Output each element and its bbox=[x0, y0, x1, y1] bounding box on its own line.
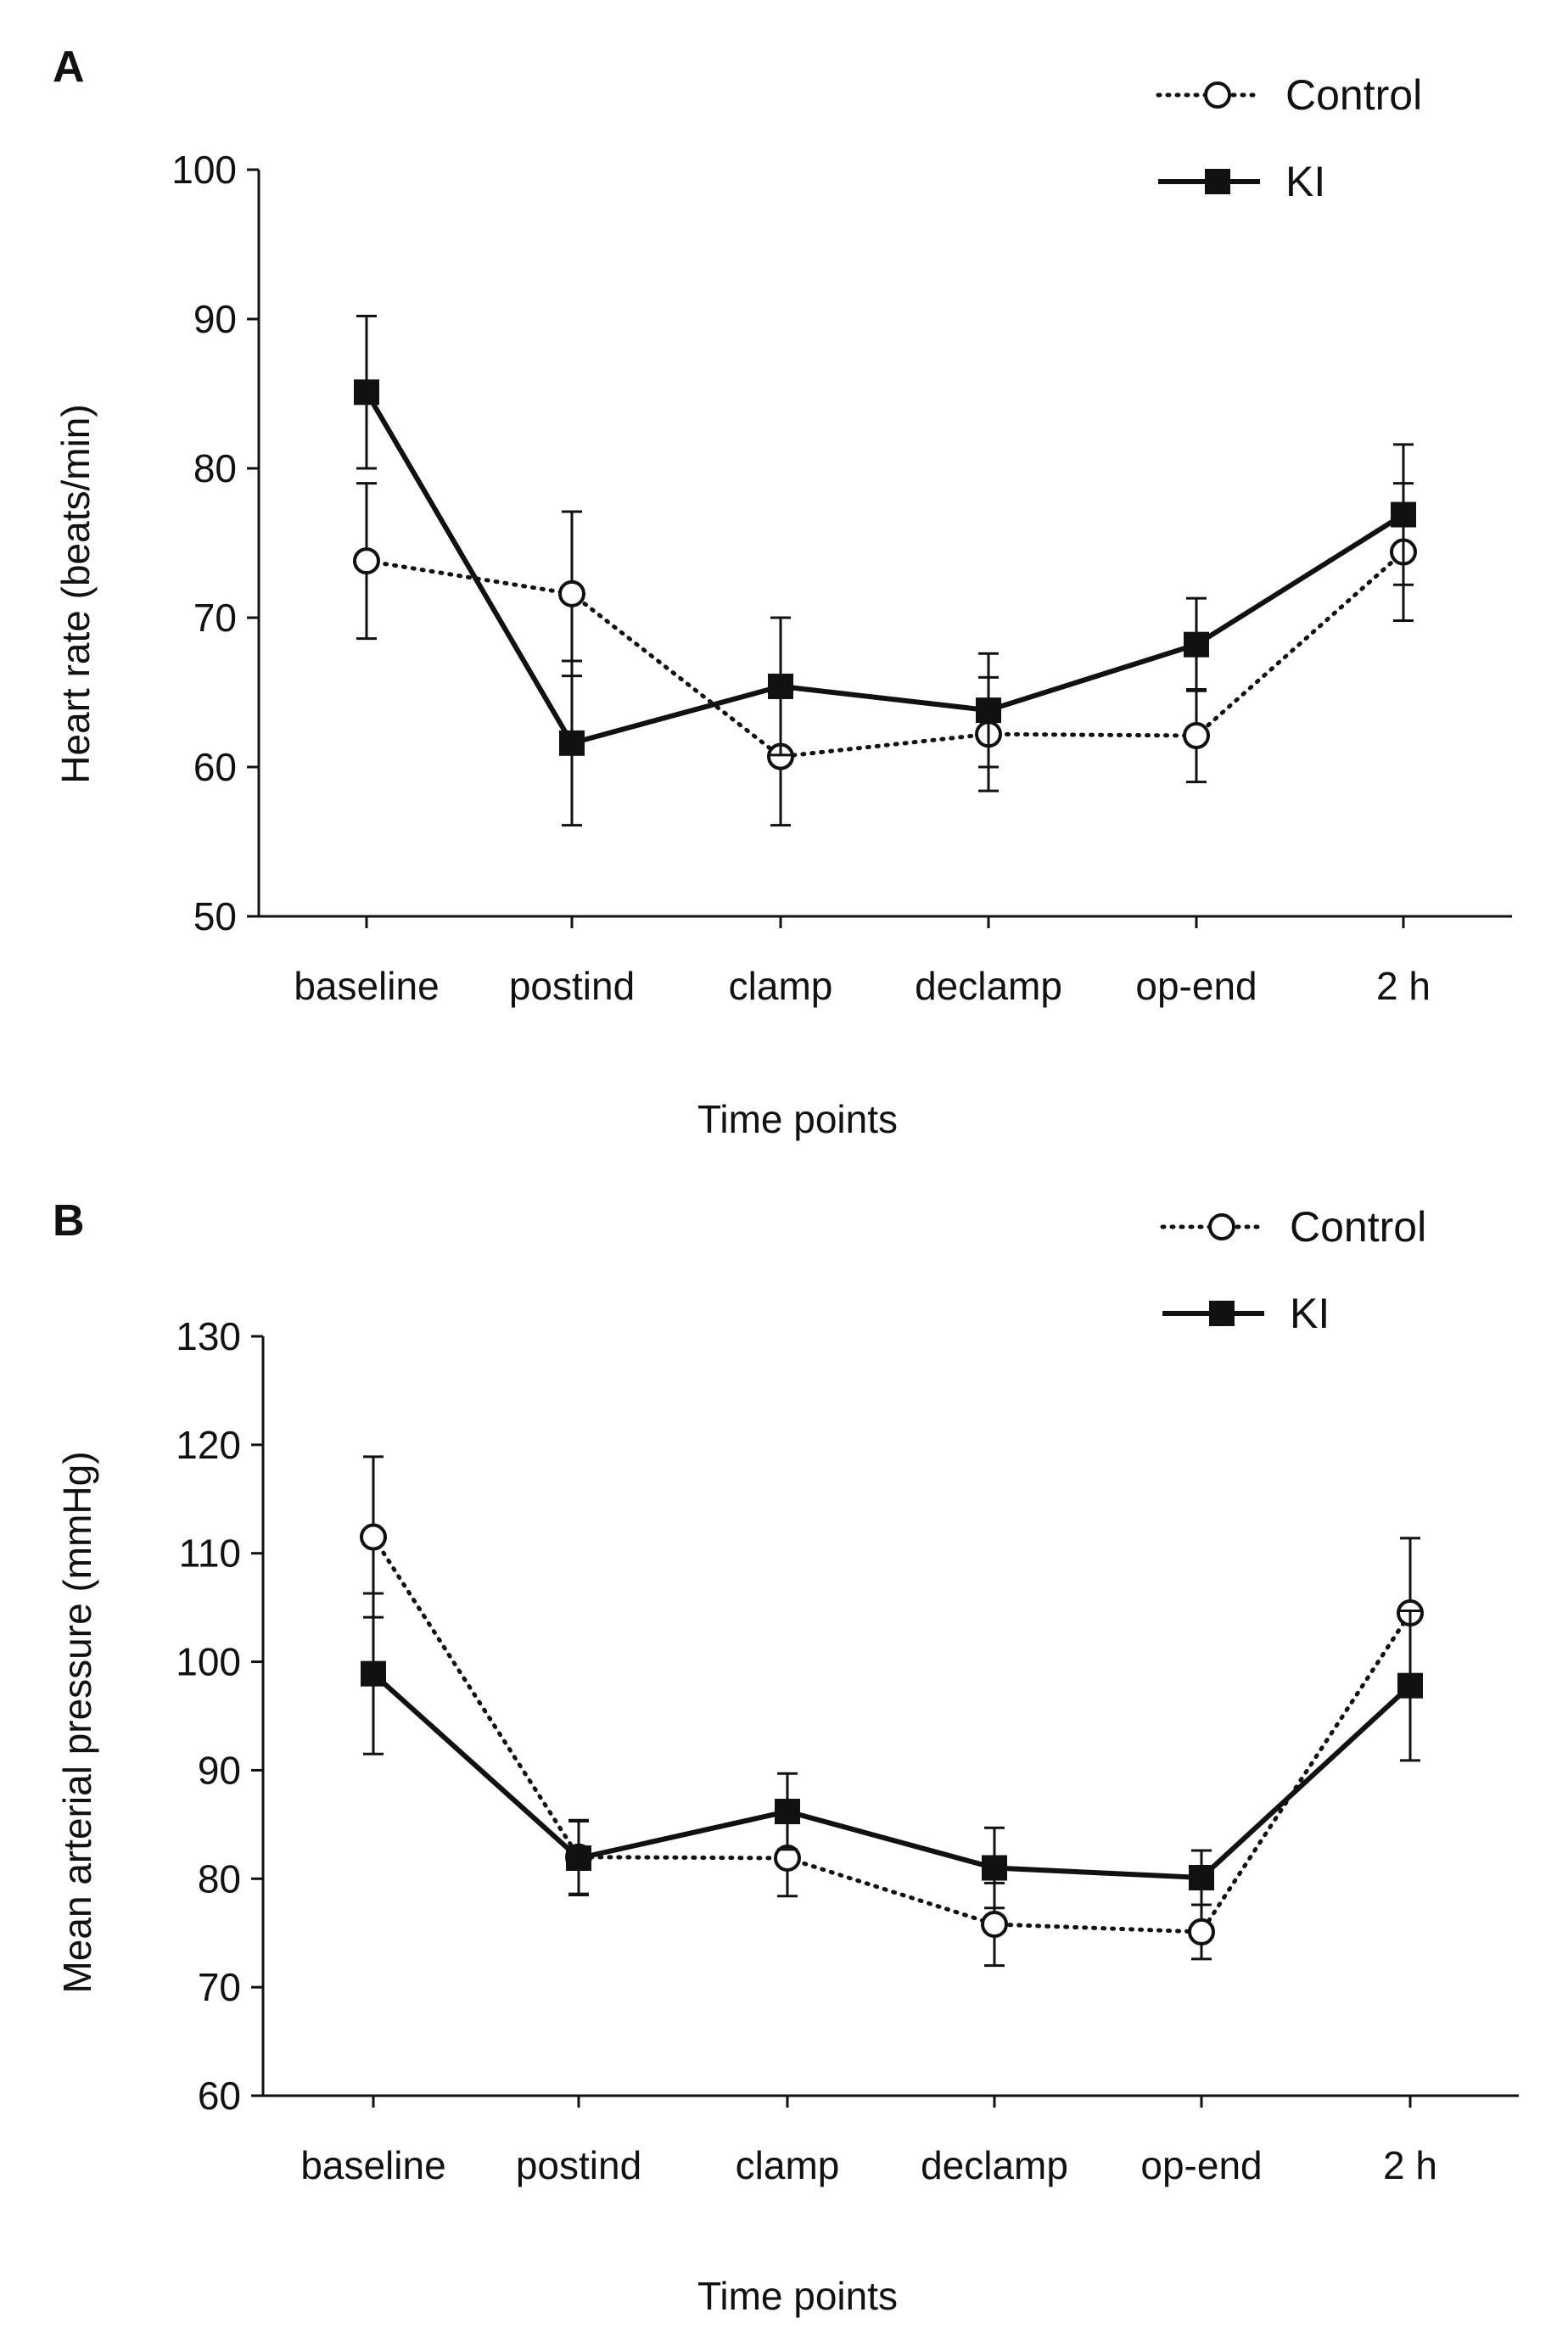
legend-marker-control bbox=[1208, 1213, 1235, 1240]
x-tick-label: 2 h bbox=[1376, 964, 1431, 1008]
x-tick-label: postind bbox=[516, 2143, 641, 2187]
series-line-ki bbox=[364, 390, 1405, 747]
x-tick-label: clamp bbox=[729, 964, 833, 1008]
data-point-ki bbox=[1184, 631, 1209, 658]
y-tick-label: 80 bbox=[198, 1856, 241, 1901]
series-line-ki bbox=[371, 1671, 1413, 1881]
x-tick-label: postind bbox=[509, 964, 635, 1008]
y-tick-label: 50 bbox=[193, 894, 237, 938]
y-tick-label: 70 bbox=[198, 1965, 241, 2009]
x-tick-label: declamp bbox=[921, 2143, 1068, 2187]
x-tick-label: 2 h bbox=[1383, 2143, 1437, 2187]
y-tick-label: 80 bbox=[193, 446, 237, 490]
chart-panel-b: B Mean arterial pressure (mmHg) Time poi… bbox=[53, 1196, 1519, 2318]
data-point-ki bbox=[982, 1855, 1007, 1881]
data-point-control bbox=[1183, 722, 1210, 750]
y-tick-label: 130 bbox=[176, 1314, 241, 1358]
data-point-ki bbox=[566, 1845, 591, 1871]
data-point-ki bbox=[1391, 501, 1416, 528]
series-line-control bbox=[371, 1535, 1413, 1934]
legend-label-control: Control bbox=[1285, 71, 1422, 119]
plot-area-a: 50 60 70 80 90 100 baseline postind clamp declamp… bbox=[171, 71, 1512, 1008]
y-tick-label: 70 bbox=[193, 596, 237, 640]
data-point-control bbox=[1188, 1918, 1215, 1946]
legend-label-ki: KI bbox=[1290, 1290, 1330, 1337]
plot-area-b: 60 70 80 90 100 110 120 130 baseline postind clamp… bbox=[176, 1203, 1519, 2187]
data-point-ki bbox=[1189, 1865, 1214, 1891]
x-tick-label: clamp bbox=[736, 2143, 840, 2187]
legend-marker-ki bbox=[1205, 169, 1230, 194]
x-axis-title-a: Time points bbox=[697, 1097, 898, 1141]
panel-label-a: A bbox=[53, 42, 85, 92]
x-tick-label: op-end bbox=[1140, 2143, 1262, 2187]
series-line-control bbox=[364, 550, 1406, 759]
y-tick-label: 60 bbox=[193, 745, 237, 789]
data-point-ki bbox=[768, 673, 793, 699]
legend-marker-control bbox=[1204, 81, 1231, 109]
data-point-ki bbox=[354, 379, 379, 406]
x-tick-label: op-end bbox=[1135, 964, 1257, 1008]
y-axis-title-b: Mean arterial pressure (mmHg) bbox=[55, 1451, 99, 1993]
y-tick-label: 100 bbox=[171, 148, 237, 192]
y-tick-label: 90 bbox=[198, 1748, 241, 1792]
y-axis-title-a: Heart rate (beats/min) bbox=[53, 404, 98, 783]
data-point-ki bbox=[775, 1799, 800, 1825]
panel-label-b: B bbox=[53, 1196, 85, 1246]
y-tick-label: 100 bbox=[176, 1640, 241, 1684]
legend-label-control: Control bbox=[1290, 1203, 1426, 1251]
data-point-control bbox=[353, 547, 380, 575]
data-point-ki bbox=[361, 1660, 386, 1687]
x-tick-label: baseline bbox=[300, 2143, 445, 2187]
y-tick-label: 120 bbox=[176, 1423, 241, 1467]
data-point-control bbox=[360, 1523, 387, 1551]
data-point-control bbox=[981, 1910, 1008, 1938]
legend-label-ki: KI bbox=[1285, 158, 1325, 205]
data-point-ki bbox=[1397, 1672, 1423, 1699]
chart-panel-a: A Heart rate (beats/min) Time points 50 6… bbox=[53, 42, 1512, 1141]
x-tick-label: declamp bbox=[915, 964, 1062, 1008]
x-tick-label: baseline bbox=[294, 964, 439, 1008]
legend-marker-ki bbox=[1209, 1301, 1235, 1326]
y-tick-label: 90 bbox=[193, 297, 237, 341]
data-point-ki bbox=[559, 730, 585, 756]
y-tick-label: 110 bbox=[179, 1531, 241, 1576]
data-point-ki bbox=[976, 697, 1001, 724]
data-point-control bbox=[558, 580, 585, 607]
x-axis-title-b: Time points bbox=[697, 2274, 898, 2318]
y-tick-label: 60 bbox=[198, 2074, 241, 2118]
